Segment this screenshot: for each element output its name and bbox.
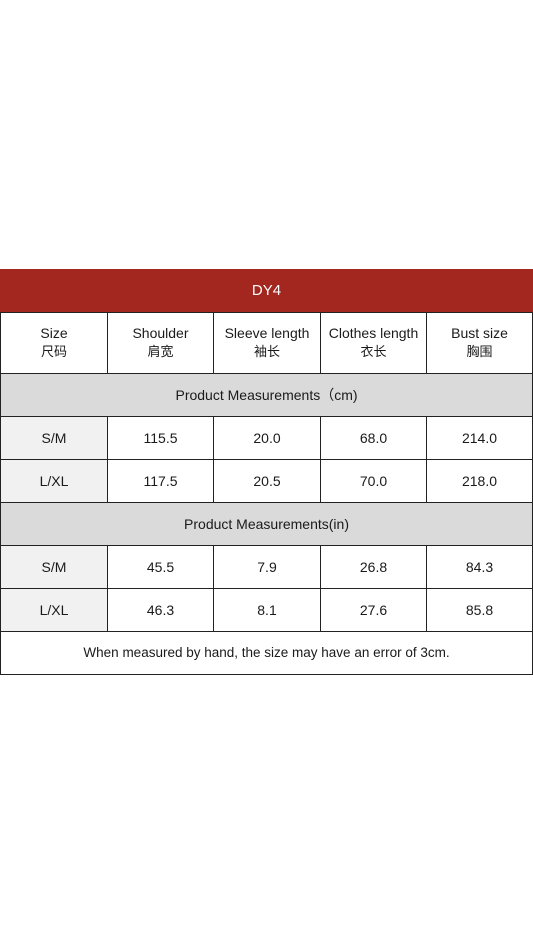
header-sleeve-length-zh: 袖长 bbox=[253, 345, 280, 360]
table-row: L/XL 117.5 20.5 70.0 218.0 bbox=[0, 459, 533, 503]
header-bust-size-en: Bust size bbox=[451, 325, 508, 341]
bust-size-cell: 85.8 bbox=[425, 588, 533, 632]
sleeve-length-cell: 8.1 bbox=[213, 588, 321, 632]
header-size-en: Size bbox=[40, 325, 68, 341]
header-size: Size 尺码 bbox=[0, 312, 108, 374]
size-cell: S/M bbox=[0, 545, 108, 589]
shoulder-cell: 46.3 bbox=[107, 588, 214, 632]
header-row: Size 尺码 Shoulder 肩宽 Sleeve length 袖长 Clo… bbox=[0, 312, 533, 374]
size-cell: L/XL bbox=[0, 459, 108, 503]
header-clothes-length-zh: 衣长 bbox=[360, 345, 387, 360]
sleeve-length-cell: 20.0 bbox=[213, 416, 321, 460]
measurement-note: When measured by hand, the size may have… bbox=[0, 631, 533, 675]
table-row: S/M 45.5 7.9 26.8 84.3 bbox=[0, 545, 533, 589]
table-row: L/XL 46.3 8.1 27.6 85.8 bbox=[0, 588, 533, 632]
header-bust-size: Bust size 胸围 bbox=[425, 312, 533, 374]
sleeve-length-cell: 7.9 bbox=[213, 545, 321, 589]
shoulder-cell: 45.5 bbox=[107, 545, 214, 589]
header-clothes-length: Clothes length 衣长 bbox=[320, 312, 427, 374]
bust-size-cell: 214.0 bbox=[425, 416, 533, 460]
bust-size-cell: 218.0 bbox=[425, 459, 533, 503]
header-shoulder-zh: 肩宽 bbox=[147, 345, 174, 360]
section-cm-row: Product Measurements（cm) bbox=[0, 373, 533, 417]
clothes-length-cell: 70.0 bbox=[320, 459, 427, 503]
sleeve-length-cell: 20.5 bbox=[213, 459, 321, 503]
shoulder-cell: 115.5 bbox=[107, 416, 214, 460]
header-sleeve-length-en: Sleeve length bbox=[224, 325, 310, 341]
header-shoulder: Shoulder 肩宽 bbox=[107, 312, 214, 374]
clothes-length-cell: 68.0 bbox=[320, 416, 427, 460]
title-row: DY4 bbox=[0, 269, 533, 313]
size-cell: S/M bbox=[0, 416, 108, 460]
clothes-length-cell: 27.6 bbox=[320, 588, 427, 632]
note-row: When measured by hand, the size may have… bbox=[0, 631, 533, 675]
header-clothes-length-en: Clothes length bbox=[328, 325, 419, 341]
table-title: DY4 bbox=[0, 269, 533, 313]
clothes-length-cell: 26.8 bbox=[320, 545, 427, 589]
shoulder-cell: 117.5 bbox=[107, 459, 214, 503]
size-cell: L/XL bbox=[0, 588, 108, 632]
header-sleeve-length: Sleeve length 袖长 bbox=[213, 312, 321, 374]
section-in-row: Product Measurements(in) bbox=[0, 502, 533, 546]
size-chart-table: DY4 Size 尺码 Shoulder 肩宽 Sleeve length 袖长… bbox=[0, 269, 533, 675]
section-cm-label: Product Measurements（cm) bbox=[0, 373, 533, 417]
header-size-zh: 尺码 bbox=[40, 345, 67, 360]
bust-size-cell: 84.3 bbox=[425, 545, 533, 589]
header-bust-size-zh: 胸围 bbox=[466, 345, 493, 360]
header-shoulder-en: Shoulder bbox=[132, 325, 189, 341]
table-row: S/M 115.5 20.0 68.0 214.0 bbox=[0, 416, 533, 460]
section-in-label: Product Measurements(in) bbox=[0, 502, 533, 546]
